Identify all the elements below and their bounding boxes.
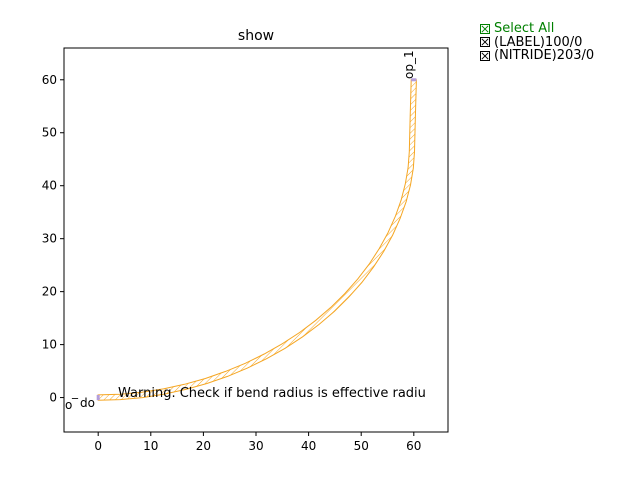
x-tick-label: 10 (143, 439, 158, 453)
y-axis: 0 10 20 30 40 50 60 (42, 73, 64, 405)
port-label-o: o (65, 398, 72, 412)
x-tick-label: 20 (196, 439, 211, 453)
y-tick-label: 60 (42, 73, 57, 87)
layer-nitride-text: (NITRIDE)203/0 (494, 48, 595, 63)
y-tick-label: 20 (42, 285, 57, 299)
y-tick-label: 30 (42, 232, 57, 246)
checkbox-checked-icon (480, 37, 490, 48)
plot-title: show (238, 28, 274, 44)
warning-label: Warning. Check if bend radius is effecti… (118, 386, 426, 401)
port-label-underscore: _ (71, 385, 79, 399)
port-marker-o1 (96, 394, 100, 401)
x-tick-label: 0 (94, 439, 102, 453)
y-tick-label: 50 (42, 126, 57, 140)
layer-checkbox-label[interactable]: (LABEL)100/0 (480, 34, 594, 50)
select-all-label: Select All (494, 21, 555, 36)
checkbox-checked-icon (480, 50, 490, 61)
x-axis: 0 10 20 30 40 50 60 (94, 432, 421, 453)
select-all-checkbox[interactable]: Select All (480, 22, 594, 36)
port-marker-o2 (411, 78, 417, 82)
layer-checkbox-nitride[interactable]: (NITRIDE)203/0 (480, 49, 594, 63)
port-label-op1: op_1 (402, 50, 416, 79)
layer-checkbox-panel: Select All (LABEL)100/0 (NITRIDE)203/0 (480, 22, 594, 63)
y-tick-label: 0 (49, 391, 57, 405)
y-tick-label: 10 (42, 338, 57, 352)
port-label-do: do (80, 396, 95, 410)
port-markers (96, 78, 417, 401)
x-tick-label: 40 (301, 439, 316, 453)
x-tick-label: 30 (248, 439, 263, 453)
waveguide-bend (97, 79, 417, 401)
y-tick-label: 40 (42, 179, 57, 193)
x-tick-label: 60 (406, 439, 421, 453)
checkbox-checked-icon (480, 23, 490, 34)
layer-label-text: (LABEL)100/0 (494, 34, 583, 50)
x-tick-label: 50 (354, 439, 369, 453)
waveguide-shape (97, 79, 417, 401)
